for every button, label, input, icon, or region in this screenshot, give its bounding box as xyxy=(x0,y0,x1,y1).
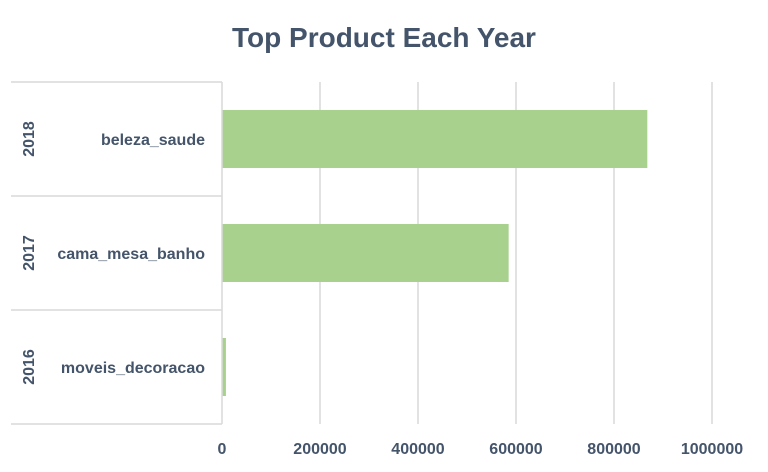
x-axis-ticks: 0 200000 400000 600000 800000 1000000 xyxy=(218,441,744,458)
bars xyxy=(222,110,648,396)
category-frame xyxy=(11,81,223,425)
bar-2018 xyxy=(222,110,648,168)
x-tick-label: 800000 xyxy=(587,441,640,458)
x-tick-label: 0 xyxy=(218,441,227,458)
category-label-year: 2018 xyxy=(21,121,38,157)
category-label-year: 2016 xyxy=(21,349,38,385)
x-tick-label: 1000000 xyxy=(681,441,743,458)
category-label-product: beleza_saude xyxy=(101,132,205,149)
category-label-product: moveis_decoracao xyxy=(61,360,205,377)
chart-title: Top Product Each Year xyxy=(232,22,536,53)
bar-2017 xyxy=(222,224,509,282)
x-tick-label: 400000 xyxy=(391,441,444,458)
category-label-product: cama_mesa_banho xyxy=(57,246,205,263)
category-labels: beleza_saude 2018 cama_mesa_banho 2017 movei… xyxy=(21,121,205,385)
category-label-year: 2017 xyxy=(21,235,38,271)
bar-2016 xyxy=(222,338,226,396)
x-tick-label: 600000 xyxy=(489,441,542,458)
x-tick-label: 200000 xyxy=(293,441,346,458)
